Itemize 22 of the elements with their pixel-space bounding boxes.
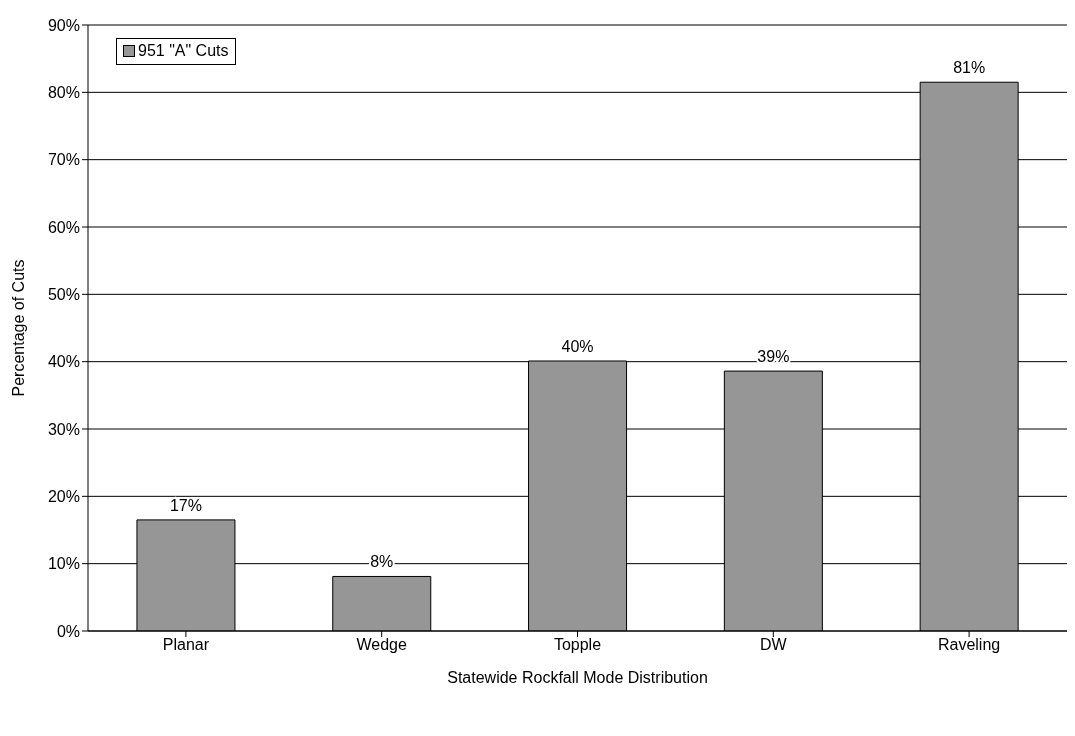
data-label: 17% [169,496,202,514]
data-label: 39% [757,348,790,366]
y-axis-title: Percentage of Cuts [9,259,27,397]
y-tick-label: 90% [47,16,80,34]
x-tick-label: Topple [553,636,602,654]
y-tick-label: 70% [47,151,80,169]
x-tick-label: Raveling [937,636,1001,654]
y-tick-label: 80% [47,84,80,102]
x-tick-label: DW [759,636,788,654]
y-tick-label: 60% [47,218,80,236]
y-tick-label: 30% [47,420,80,438]
x-axis-title: Statewide Rockfall Mode Distribution [447,669,708,686]
y-tick-label: 20% [47,488,80,506]
data-label: 40% [561,337,594,355]
y-tick-label: 0% [56,622,80,640]
legend-label: 951 "A" Cuts [137,42,229,60]
y-tick-label: 10% [47,555,80,573]
x-tick-label: Planar [162,636,210,654]
y-tick-label: 50% [47,286,80,304]
y-tick-label: 40% [47,353,80,371]
x-tick-label: Wedge [356,636,407,654]
data-label: 81% [953,59,986,77]
